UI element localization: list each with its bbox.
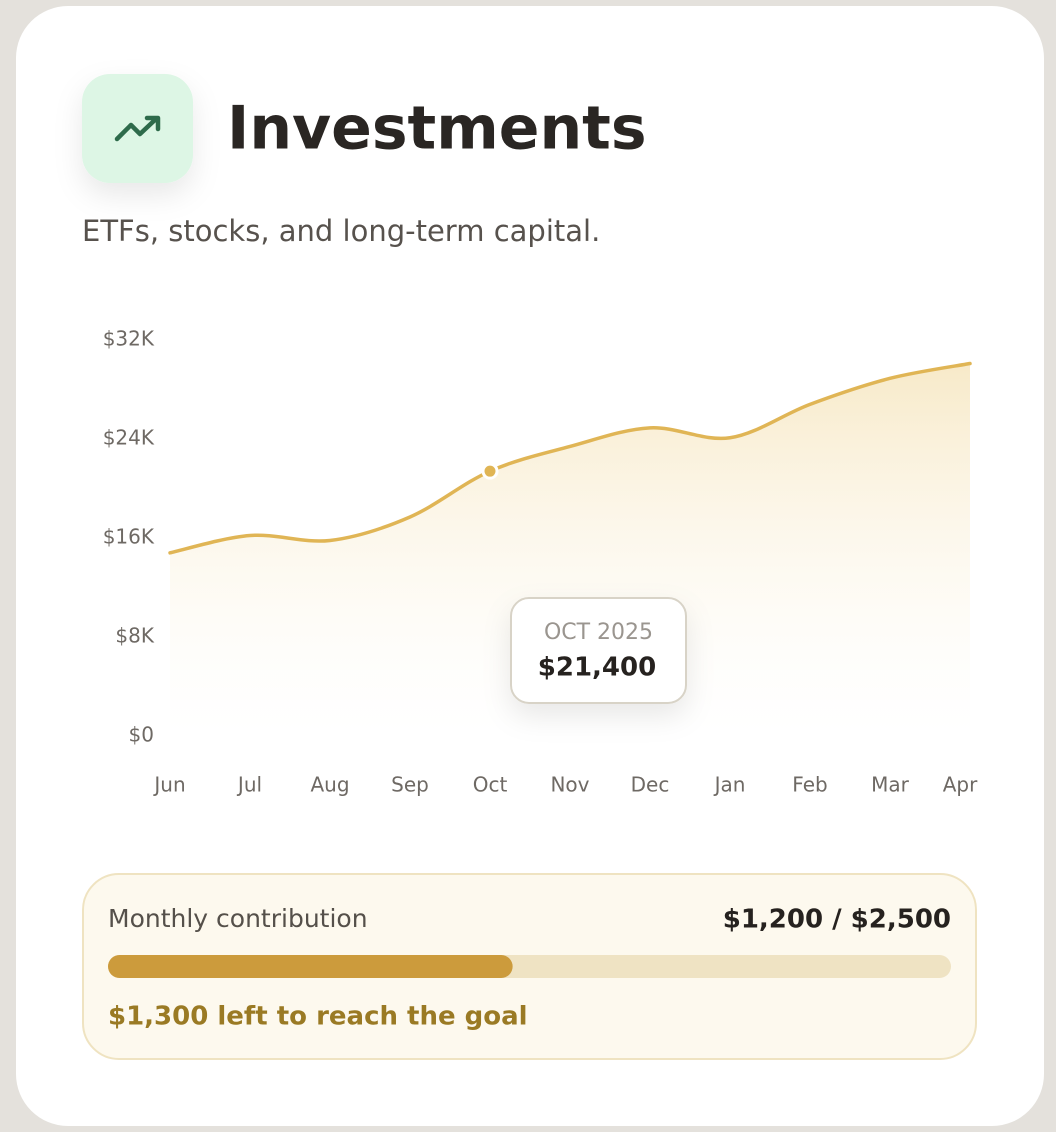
x-tick-label: Sep xyxy=(391,773,429,797)
subtitle: ETFs, stocks, and long-term capital. xyxy=(82,214,600,248)
tooltip-title: OCT 2025 xyxy=(544,620,653,645)
x-tick-label: Mar xyxy=(871,773,910,797)
tooltip-value: $21,400 xyxy=(538,653,656,683)
x-tick-label: Dec xyxy=(631,773,670,797)
x-tick-label: Oct xyxy=(473,773,508,797)
x-tick-label: Jul xyxy=(236,773,262,797)
x-tick-label: Jan xyxy=(713,773,746,797)
x-tick-label: Apr xyxy=(943,773,978,797)
contribution-amount: $1,200 / $2,500 xyxy=(723,905,951,935)
x-tick-label: Jun xyxy=(152,773,185,797)
y-tick-label: $32K xyxy=(103,327,155,351)
x-tick-label: Aug xyxy=(310,773,349,797)
tooltip-box xyxy=(510,597,687,704)
icon xyxy=(82,74,193,183)
contribution-panel: Monthly contribution $1,200 / $2,500 $1,… xyxy=(82,873,977,1060)
chart: $0 $8K $16K $24K $32K Jun Jul Aug Sep Oct Nov Dec Ja… xyxy=(103,327,978,797)
x-tick-label: Feb xyxy=(792,773,827,797)
contribution-label: Monthly contribution xyxy=(108,904,368,933)
title: Investments xyxy=(227,94,647,164)
y-tick-label: $16K xyxy=(103,525,155,549)
y-tick-label: $8K xyxy=(115,624,154,648)
line xyxy=(168,361,972,555)
progress-fill xyxy=(108,955,513,978)
area xyxy=(170,363,970,736)
progress xyxy=(108,955,513,978)
y-tick-label: $24K xyxy=(103,426,155,450)
contribution-note: $1,300 left to reach the goal xyxy=(108,1002,528,1032)
trend-icon xyxy=(114,115,161,142)
y-tick-label: $0 xyxy=(129,723,154,747)
highlight-point xyxy=(481,462,499,480)
x-tick-label: Nov xyxy=(550,773,589,797)
